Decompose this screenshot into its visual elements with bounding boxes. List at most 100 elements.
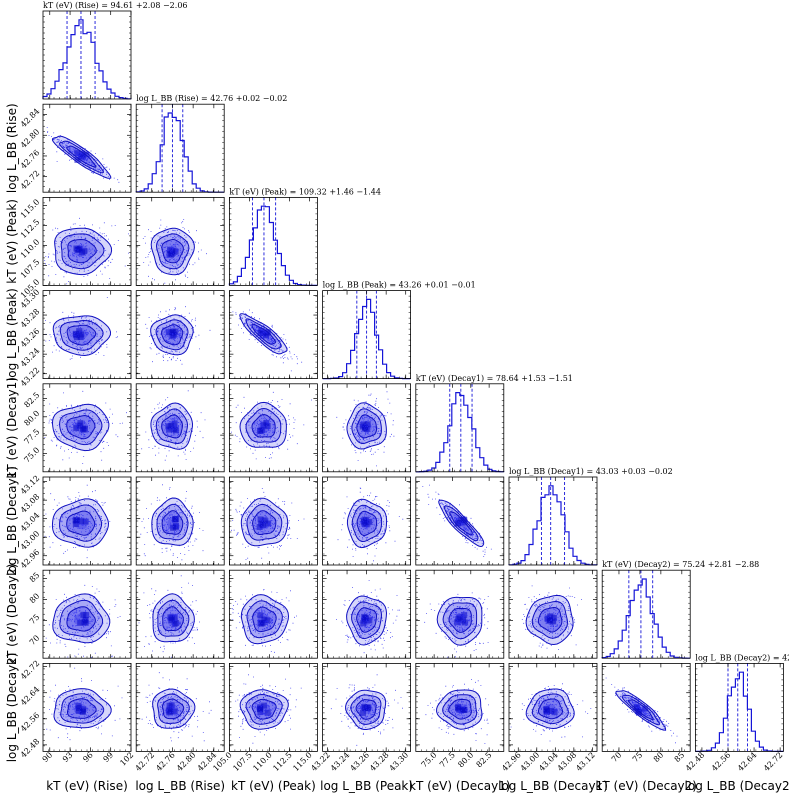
density-cell-7-1-4 (166, 702, 173, 709)
density-cell-5-0-0 (77, 518, 84, 525)
scatter-points-5-4 (422, 484, 492, 557)
density-cell-3-0-5 (73, 334, 80, 341)
y-tick-label-1-3: 42.84 (19, 107, 42, 130)
x-axis-label-6: log L_BB (Decay1) (498, 779, 608, 793)
y-tick-label-3-0: 43.22 (19, 366, 42, 389)
contour-line-7-6-2 (621, 694, 661, 726)
histogram-8 (695, 671, 784, 752)
contour-line-5-2-3 (240, 497, 289, 547)
contour-line-6-3-1 (356, 607, 378, 633)
y-tick-label-5-2: 43.04 (19, 511, 42, 534)
panel-frame-4-4 (415, 383, 505, 473)
density-cell-7-4-5 (455, 703, 462, 710)
contour-line-5-0-2 (59, 504, 103, 542)
density-cell-6-1-5 (167, 614, 174, 621)
density-cell-7-5-5 (543, 708, 550, 715)
density-cell-6-4-4 (456, 614, 463, 621)
density-cell-5-3-5 (361, 517, 368, 524)
density-cell-4-1-5 (166, 426, 173, 433)
contour-line-4-3-2 (351, 408, 382, 445)
contour-line-4-2-3 (239, 401, 287, 448)
contour-line-2-0-3 (54, 227, 113, 276)
y-tick-label-2-4: 115.0 (19, 197, 42, 220)
x-tick-label-4-3: 82.5 (475, 750, 494, 769)
contour-line-5-1-1 (161, 510, 184, 535)
y-axis-label-2: log L_BB (Rise) (5, 103, 19, 193)
density-cell-7-4-2 (461, 706, 468, 713)
contour-line-4-2-1 (251, 414, 276, 438)
contour-line-1-0-3 (51, 135, 112, 179)
x-tick-label-2-1: 107.5 (231, 750, 254, 773)
contour-fill-6-0-3 (52, 593, 110, 643)
density-cell-6-5-5 (550, 618, 557, 625)
contour-line-3-0-3 (52, 315, 112, 357)
density-cell-7-0-5 (75, 707, 82, 714)
density-cell-6-4-3 (461, 612, 468, 619)
density-cell-5-3-3 (361, 520, 368, 527)
contour-line-4-0-1 (66, 414, 96, 440)
y-tick-label-6-3: 85 (28, 571, 42, 585)
y-tick-label-6-0: 70 (28, 633, 42, 647)
density-cell-3-0-4 (76, 328, 83, 335)
y-tick-label-4-2: 80.0 (22, 409, 41, 428)
y-axis-label-3: kT (eV) (Peak) (5, 199, 19, 284)
density-cell-3-2-3 (257, 330, 264, 336)
contour-line-4-3-1 (356, 414, 377, 439)
y-axis-label-7: kT (eV) (Decay2) (5, 563, 19, 665)
density-cell-1-0-4 (80, 152, 86, 159)
contour-line-7-1-1 (161, 698, 185, 720)
density-cell-6-1-2 (171, 621, 178, 627)
scatter-points-7-4 (425, 679, 489, 744)
density-cell-7-2-3 (257, 706, 263, 713)
contour-line-6-3-3 (346, 595, 388, 646)
density-cell-1-0-2 (74, 150, 81, 157)
contour-line-7-1-2 (157, 693, 190, 725)
density-cell-4-3-5 (363, 426, 370, 432)
density-cell-2-0-5 (79, 249, 85, 256)
x-tick-label-3-4: 43.30 (388, 750, 411, 773)
y-tick-label-1-1: 42.76 (19, 148, 42, 171)
x-tick-label-6-3: 85 (673, 750, 687, 764)
y-tick-label-4-1: 77.5 (22, 427, 41, 446)
contour-line-6-0-3 (52, 593, 111, 644)
density-cell-4-3-4 (364, 421, 371, 428)
contour-line-6-5-2 (531, 600, 569, 639)
x-tick-label-7-0: 42.48 (684, 750, 707, 773)
contour-line-4-0-3 (51, 403, 110, 452)
diag-title-2: log L_BB (Rise) = 42.76 +0.02 −0.02 (136, 94, 287, 103)
scatter-points-3-2 (232, 309, 303, 372)
panel-frame-1-1 (135, 103, 225, 193)
contour-line-7-5-2 (531, 693, 569, 725)
contour-line-7-3-2 (350, 694, 382, 725)
diag-title-6: log L_BB (Decay1) = 43.03 +0.03 −0.02 (509, 467, 673, 476)
density-cell-7-1-5 (166, 709, 173, 716)
contour-line-2-0-2 (60, 233, 105, 270)
density-cell-7-2-4 (264, 709, 271, 716)
x-tick-label-4-0: 75.0 (420, 750, 439, 769)
x-tick-label-3-2: 43.26 (348, 750, 371, 773)
density-cell-6-0-3 (80, 611, 87, 618)
density-cell-7-5-1 (548, 708, 555, 714)
x-tick-label-6-2: 80 (652, 750, 666, 764)
scatter-points-6-3 (336, 580, 400, 654)
histogram-6 (508, 485, 598, 566)
contour-line-4-0-2 (59, 409, 103, 446)
histogram-7 (601, 578, 691, 659)
panel-frame-2-2 (228, 196, 318, 286)
x-tick-label-7-3: 42.72 (762, 750, 785, 773)
x-tick-label-5-3: 43.08 (556, 750, 579, 773)
contour-line-7-5-3 (525, 688, 575, 730)
y-axis-label-6: log L_BB (Decay1) (5, 466, 19, 576)
y-axis-label-5: kT (eV) (Decay1) (5, 377, 19, 479)
x-axis-label-7: kT (eV) (Decay2) (595, 779, 697, 793)
density-cell-4-3-3 (359, 423, 366, 430)
x-tick-label-4-1: 77.5 (438, 750, 457, 769)
x-axis-label-3: kT (eV) (Peak) (231, 779, 316, 793)
contour-line-7-6-3 (615, 690, 667, 731)
contour-line-7-4-2 (442, 694, 478, 725)
density-cell-3-1-4 (165, 329, 172, 336)
contour-line-6-0-2 (59, 599, 104, 638)
x-tick-label-0-4: 102 (118, 750, 135, 767)
contour-line-3-0-1 (66, 324, 97, 346)
y-tick-label-3-1: 43.24 (19, 346, 42, 369)
